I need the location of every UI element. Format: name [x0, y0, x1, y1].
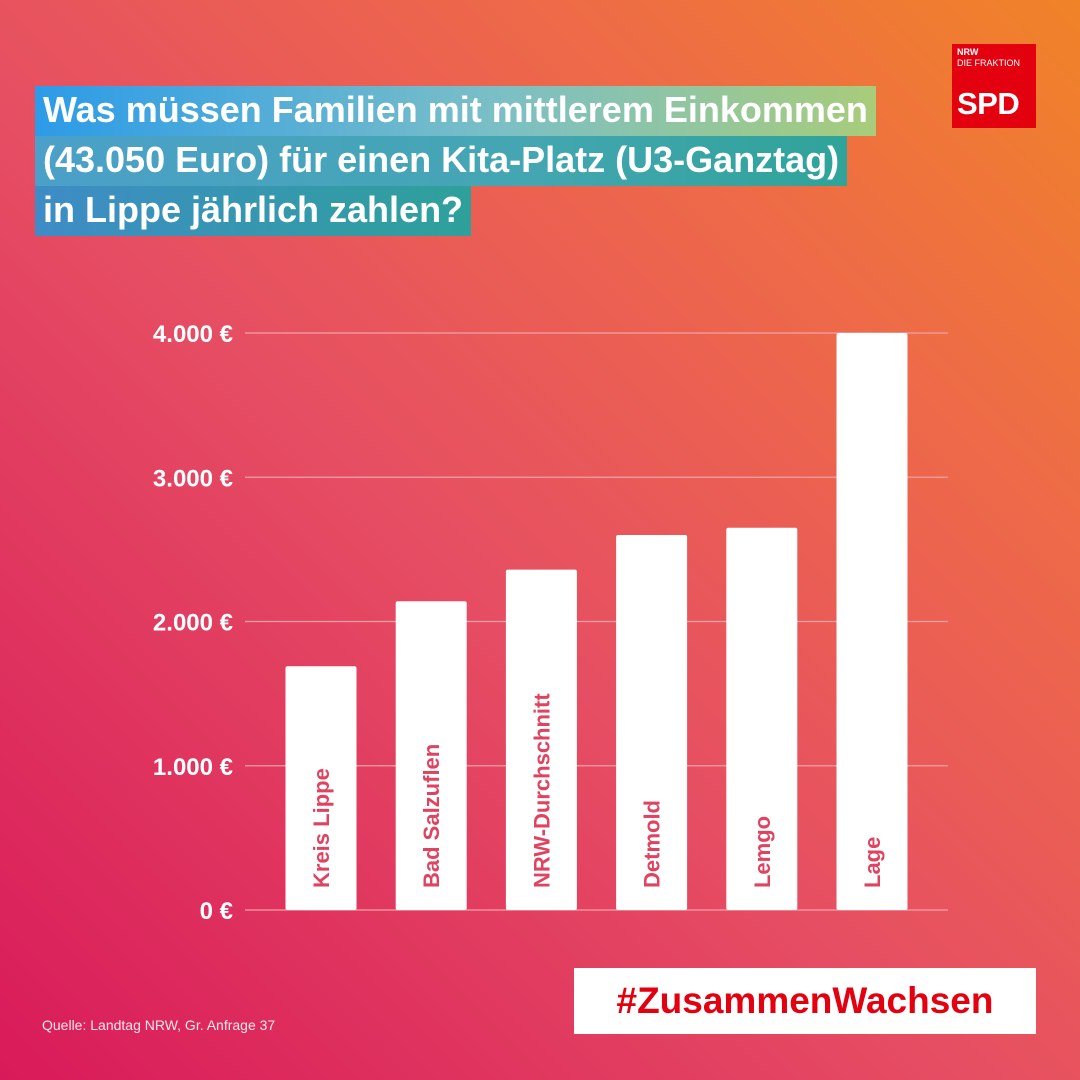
source-note: Quelle: Landtag NRW, Gr. Anfrage 37 [42, 1017, 276, 1033]
bar [285, 666, 357, 910]
bar-label: Bad Salzuflen [419, 744, 444, 888]
logo-brand: SPD [957, 86, 1020, 121]
bar [726, 527, 798, 910]
bar-label: NRW-Durchschnitt [529, 693, 554, 888]
title-line-3: in Lippe jährlich zahlen? [35, 186, 472, 236]
title-line-1: Was müssen Familien mit mittlerem Einkom… [35, 86, 876, 136]
bar-label: Detmold [640, 800, 665, 888]
y-tick-label: 4.000 € [153, 321, 233, 348]
logo-line-fraktion: DIE FRAKTION [957, 58, 1021, 68]
bar [395, 601, 467, 910]
bar-label: Lage [860, 837, 885, 888]
bar-label: Kreis Lippe [309, 768, 334, 888]
bar-label: Lemgo [750, 816, 775, 888]
y-tick-label: 2.000 € [153, 610, 233, 637]
bar [616, 534, 688, 910]
y-tick-label: 1.000 € [153, 754, 233, 781]
title-line-2: (43.050 Euro) für einen Kita-Platz (U3-G… [35, 136, 848, 186]
spd-logo: NRW DIE FRAKTION SPD [952, 44, 1036, 128]
bar [836, 333, 908, 910]
logo-line-nrw: NRW [957, 47, 979, 57]
y-tick-label: 3.000 € [153, 465, 233, 492]
hashtag-banner: #ZusammenWachsen [574, 968, 1036, 1034]
bar [505, 569, 577, 910]
y-tick-label: 0 € [200, 898, 233, 925]
chart-title: Was müssen Familien mit mittlerem Einkom… [35, 86, 915, 236]
